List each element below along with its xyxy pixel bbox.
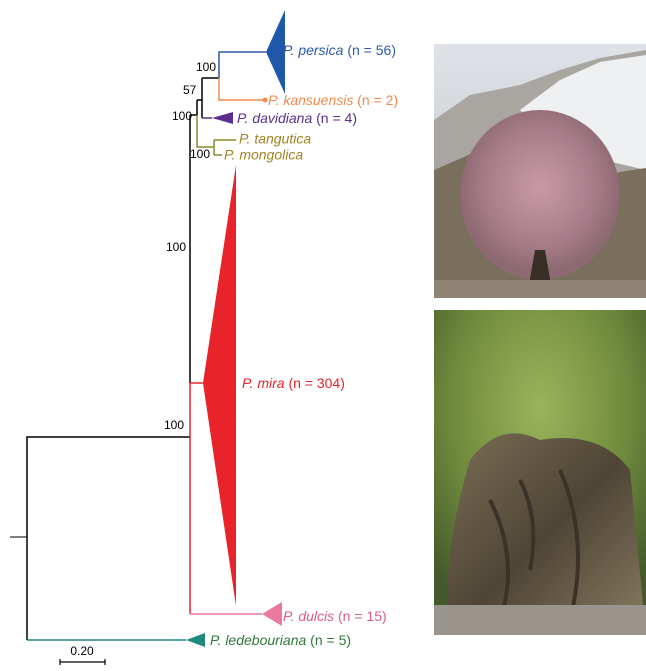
taxon-label: P. persica (n = 56) <box>283 42 396 58</box>
figure: P. persica (n = 56) P. kansuensis (n = 2… <box>0 0 646 671</box>
tip <box>263 98 268 103</box>
taxon-label: P. mira (n = 304) <box>242 375 345 391</box>
clade-triangle <box>186 633 205 647</box>
taxon-name: P. ledebouriana <box>210 632 306 648</box>
support-value: 100 <box>166 240 186 254</box>
photo-old-tree <box>434 310 646 635</box>
clade-triangle <box>212 112 233 124</box>
taxon-name: P. dulcis <box>283 608 334 624</box>
taxon-count: (n = 4) <box>316 110 357 126</box>
tree <box>10 10 285 647</box>
taxon-count: (n = 56) <box>347 42 396 58</box>
taxon-count: (n = 2) <box>357 92 398 108</box>
taxon-label: P. kansuensis (n = 2) <box>268 92 398 108</box>
support-value: 100 <box>172 109 192 123</box>
clade-triangle <box>262 602 282 626</box>
support-value: 100 <box>164 418 184 432</box>
taxon-name: P. mira <box>242 375 285 391</box>
photo-flowering-tree <box>434 44 646 298</box>
taxon-count: (n = 304) <box>288 375 344 391</box>
support-value: 100 <box>196 60 216 74</box>
taxon-name: P. davidiana <box>237 110 312 126</box>
support-value: 57 <box>183 83 197 97</box>
branch <box>219 52 266 78</box>
taxon-label: P. ledebouriana (n = 5) <box>210 632 351 648</box>
branch <box>27 437 190 640</box>
taxon-label: P. dulcis (n = 15) <box>283 608 387 624</box>
taxon-count: (n = 5) <box>310 632 351 648</box>
scale-bar: 0.20 <box>60 644 105 665</box>
branch <box>190 383 203 614</box>
taxon-name: P. kansuensis <box>268 92 353 108</box>
taxon-label: P. davidiana (n = 4) <box>237 110 357 126</box>
clade-triangle <box>203 165 236 606</box>
support-value: 100 <box>190 147 210 161</box>
taxon-name: P. persica <box>283 42 344 58</box>
page: P. persica (n = 56) P. kansuensis (n = 2… <box>0 0 646 671</box>
scale-label: 0.20 <box>70 644 94 658</box>
taxon-name: P. tangutica <box>239 131 311 147</box>
taxon-name: P. mongolica <box>224 147 303 163</box>
branch <box>219 78 263 100</box>
taxon-count: (n = 15) <box>338 608 387 624</box>
